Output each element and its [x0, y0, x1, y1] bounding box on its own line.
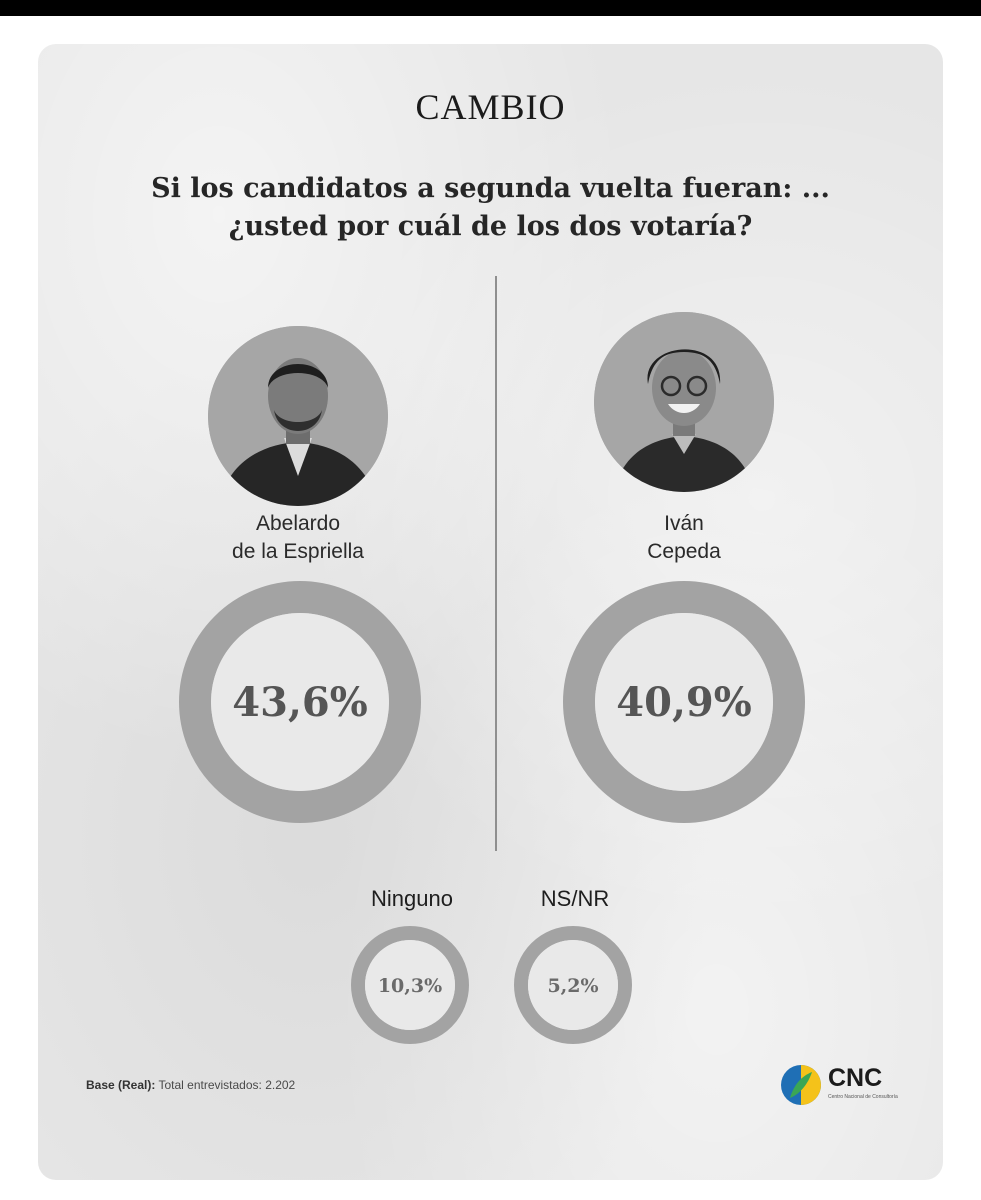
- donut-chart-nsnr: 5,2%: [514, 926, 632, 1044]
- donut-chart-candidate-1-remainder-slice: [179, 581, 421, 823]
- donut-chart-candidate-2-center: [595, 613, 773, 791]
- cnc-logo-icon: [781, 1065, 821, 1105]
- donut-chart-candidate-2-remainder-slice: [563, 581, 805, 823]
- donut-chart-candidate-1: 43,6%: [179, 581, 421, 823]
- infographic-card: CAMBIO Si los candidatos a segunda vuelt…: [38, 44, 943, 1180]
- candidate-2-name-line-2: Cepeda: [647, 540, 721, 563]
- donut-chart-nsnr-center: [528, 940, 618, 1030]
- candidate-1-name-line-2: de la Espriella: [232, 540, 364, 563]
- question-title: Si los candidatos a segunda vuelta fuera…: [38, 170, 943, 246]
- donut-chart-ninguno: 10,3%: [351, 926, 469, 1044]
- person-icon: [594, 312, 774, 492]
- candidate-1-percentage: 43,6%: [232, 679, 367, 726]
- nsnr-percentage: 5,2%: [547, 975, 598, 997]
- base-note-label: Base (Real):: [86, 1078, 156, 1092]
- donut-chart-candidate-2: 40,9%: [563, 581, 805, 823]
- candidate-1-photo: [208, 326, 388, 506]
- candidate-2-name-line-1: Iván: [664, 512, 704, 535]
- base-note: Base (Real): Total entrevistados: 2.202: [86, 1078, 295, 1092]
- candidate-2-name: Iván Cepeda: [554, 510, 814, 566]
- question-line-2: ¿usted por cuál de los dos votaría?: [228, 211, 753, 242]
- person-icon: [208, 326, 388, 506]
- candidate-1-name: Abelardo de la Espriella: [168, 510, 428, 566]
- donut-chart-candidate-1-center: [211, 613, 389, 791]
- top-bar: [0, 0, 981, 16]
- ninguno-percentage: 10,3%: [378, 975, 442, 997]
- cnc-logo: CNC Centro Nacional de Consultoría: [778, 1058, 908, 1114]
- donut-chart-nsnr-remainder-slice: [514, 926, 632, 1044]
- nsnr-label: NS/NR: [540, 886, 610, 911]
- cnc-logo-subtext: Centro Nacional de Consultoría: [828, 1094, 898, 1100]
- donut-chart-ninguno-remainder-slice: [351, 926, 469, 1044]
- candidates-divider: [495, 276, 497, 851]
- candidate-2-photo: [594, 312, 774, 492]
- base-note-text: Total entrevistados: 2.202: [155, 1078, 296, 1092]
- brand-logo: CAMBIO: [415, 87, 566, 127]
- cnc-logo-text: CNC: [828, 1064, 883, 1092]
- question-line-1: Si los candidatos a segunda vuelta fuera…: [151, 173, 830, 204]
- ninguno-label: Ninguno: [371, 886, 453, 911]
- candidate-2-percentage: 40,9%: [616, 679, 751, 726]
- candidate-1-name-line-1: Abelardo: [255, 512, 341, 535]
- donut-chart-ninguno-center: [365, 940, 455, 1030]
